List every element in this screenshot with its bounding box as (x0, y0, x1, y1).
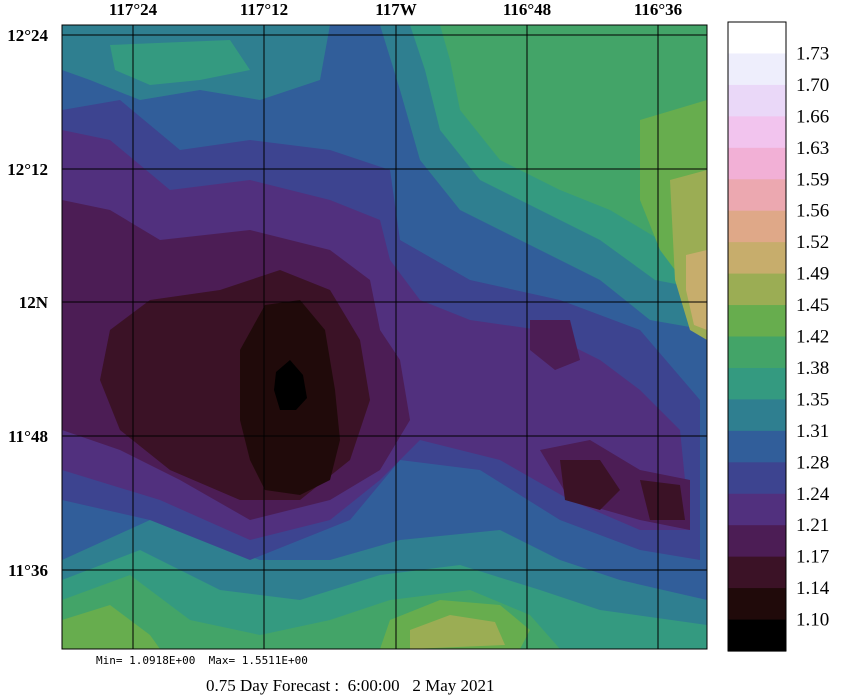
colorbar-swatch (728, 399, 786, 432)
field-band (560, 460, 620, 510)
colorbar-swatch (728, 336, 786, 369)
map-frame (61, 24, 708, 650)
colorbar-swatch (728, 273, 786, 306)
colorbar-swatch (728, 619, 786, 652)
lat-tick-label: 12N (19, 293, 49, 312)
colorbar-level-label: 1.31 (796, 421, 829, 442)
colorbar-swatch (728, 22, 786, 55)
field-band (274, 360, 307, 410)
lat-tick-label: 12°12 (7, 160, 48, 179)
colorbar-level-label: 1.24 (796, 484, 830, 505)
field-band (640, 480, 685, 520)
colorbar-level-label: 1.56 (796, 201, 829, 222)
lat-tick-label: 12°24 (7, 26, 48, 45)
lat-tick-label: 11°48 (8, 427, 48, 446)
latitude-labels: 12°24 12°12 12N 11°48 11°36 (7, 26, 49, 580)
colorbar-level-label: 1.35 (796, 389, 829, 410)
colorbar-level-label: 1.70 (796, 75, 829, 96)
colorbar-swatch (728, 179, 786, 212)
field-band (62, 605, 160, 649)
colorbar-level-label: 1.59 (796, 169, 829, 190)
colorbar-swatch (728, 556, 786, 589)
colorbar-level-label: 1.42 (796, 327, 829, 348)
field-layer (62, 25, 707, 649)
lon-tick-label: 116°48 (503, 0, 551, 19)
lon-tick-label: 117W (375, 0, 417, 19)
colorbar-level-label: 1.66 (796, 106, 829, 127)
colorbar-level-label: 1.49 (796, 264, 829, 285)
colorbar-swatch (728, 367, 786, 400)
colorbar-swatch (728, 588, 786, 621)
colorbar-swatch (728, 525, 786, 558)
colorbar-level-label: 1.38 (796, 358, 829, 379)
colorbar-level-label: 1.73 (796, 43, 829, 64)
colorbar-frame (727, 21, 787, 652)
colorbar-level-label: 1.45 (796, 295, 829, 316)
colorbar-swatch (728, 242, 786, 275)
colorbar-level-label: 1.10 (796, 610, 829, 631)
longitude-labels: 117°24 117°12 117W 116°48 116°36 (109, 0, 682, 19)
field-band (410, 615, 505, 649)
lon-tick-label: 117°12 (240, 0, 288, 19)
colorbar-swatch (728, 305, 786, 338)
colorbar-level-label: 1.21 (796, 515, 829, 536)
colorbar-level-label: 1.52 (796, 232, 829, 253)
field-band (530, 320, 580, 370)
colorbar-swatch (728, 462, 786, 495)
colorbar-swatch (728, 116, 786, 149)
graticule (62, 25, 707, 649)
field-band (62, 550, 707, 649)
colorbar-swatch (728, 493, 786, 526)
colorbar-level-label: 1.14 (796, 578, 830, 599)
min-max-readout: Min= 1.0918E+00 Max= 1.5511E+00 (96, 654, 308, 667)
colorbar-swatch (728, 430, 786, 463)
lon-tick-label: 117°24 (109, 0, 158, 19)
forecast-caption: 0.75 Day Forecast : 6:00:00 2 May 2021 (206, 676, 495, 695)
colorbar-level-label: 1.28 (796, 452, 829, 473)
colorbar: 1.73 1.70 1.66 1.63 1.59 1.56 1.52 1.49 1.45 1.42… (727, 21, 830, 652)
colorbar-swatch (728, 53, 786, 86)
colorbar-swatch (728, 147, 786, 180)
lat-tick-label: 11°36 (8, 561, 48, 580)
colorbar-level-label: 1.63 (796, 138, 829, 159)
lon-tick-label: 116°36 (634, 0, 682, 19)
field-band (686, 250, 707, 330)
colorbar-level-label: 1.17 (796, 547, 829, 568)
field-band (110, 40, 250, 85)
colorbar-swatch (728, 210, 786, 243)
colorbar-swatch (728, 84, 786, 117)
